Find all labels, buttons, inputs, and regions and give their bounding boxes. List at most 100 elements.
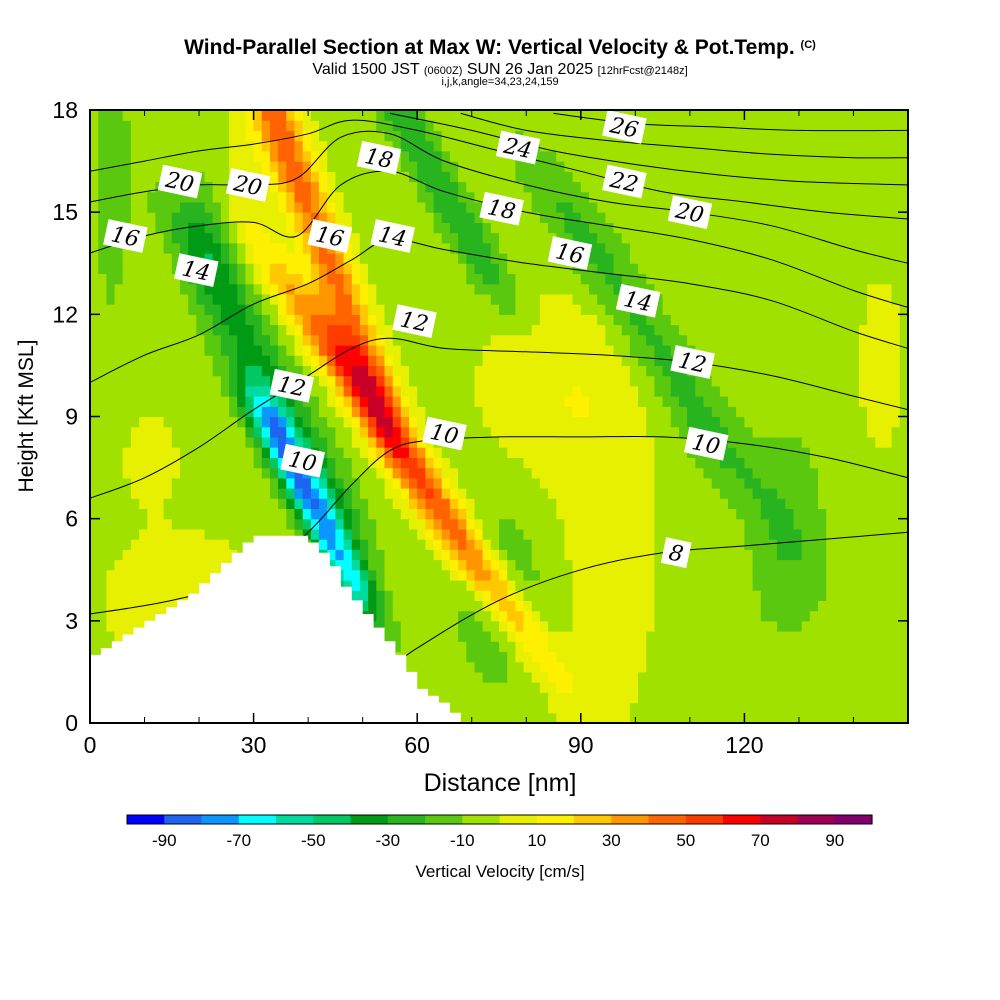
velocity-cell bbox=[98, 293, 107, 305]
velocity-cell bbox=[270, 263, 279, 274]
velocity-cell bbox=[237, 110, 246, 121]
velocity-cell bbox=[728, 242, 737, 254]
velocity-cell bbox=[171, 436, 181, 448]
velocity-cell bbox=[261, 242, 271, 254]
velocity-cell bbox=[294, 253, 304, 264]
velocity-cell bbox=[212, 314, 222, 326]
velocity-cell bbox=[278, 181, 287, 193]
velocity-cell bbox=[147, 110, 157, 121]
velocity-cell bbox=[245, 324, 255, 336]
velocity-cell bbox=[294, 508, 304, 520]
velocity-cell bbox=[466, 528, 476, 540]
velocity-cell bbox=[564, 682, 574, 693]
velocity-cell bbox=[613, 661, 623, 673]
velocity-cell bbox=[605, 712, 615, 723]
velocity-cell bbox=[400, 375, 410, 387]
velocity-cell bbox=[728, 385, 737, 397]
velocity-cell bbox=[597, 150, 606, 162]
velocity-cell bbox=[245, 120, 255, 131]
velocity-cell bbox=[597, 620, 606, 632]
velocity-cell bbox=[736, 375, 745, 387]
velocity-cell bbox=[629, 355, 639, 366]
velocity-cell bbox=[564, 467, 574, 479]
velocity-cell bbox=[180, 140, 189, 152]
velocity-cell bbox=[359, 436, 369, 448]
velocity-cell bbox=[384, 447, 394, 458]
velocity-cell bbox=[589, 355, 598, 366]
velocity-cell bbox=[376, 436, 386, 448]
velocity-cell bbox=[98, 569, 107, 581]
velocity-cell bbox=[621, 508, 631, 520]
velocity-cell bbox=[441, 253, 451, 264]
velocity-cell bbox=[171, 150, 181, 162]
velocity-cell bbox=[106, 355, 116, 366]
velocity-cell bbox=[359, 569, 369, 581]
velocity-cell bbox=[130, 467, 140, 479]
velocity-cell bbox=[572, 324, 582, 336]
velocity-cell bbox=[98, 620, 107, 632]
velocity-cell bbox=[629, 692, 639, 704]
velocity-cell bbox=[196, 355, 206, 366]
velocity-cell bbox=[196, 488, 206, 499]
velocity-cell bbox=[433, 580, 443, 591]
velocity-cell bbox=[572, 590, 582, 601]
velocity-cell bbox=[703, 253, 713, 264]
velocity-cell bbox=[400, 263, 410, 274]
velocity-cell bbox=[482, 161, 492, 172]
velocity-cell bbox=[319, 467, 328, 479]
velocity-cell bbox=[695, 712, 705, 723]
velocity-cell bbox=[466, 559, 476, 571]
velocity-cell bbox=[646, 181, 655, 193]
velocity-cell bbox=[768, 682, 778, 693]
velocity-cell bbox=[351, 559, 361, 571]
velocity-cell bbox=[196, 150, 206, 162]
velocity-cell bbox=[286, 161, 296, 172]
velocity-cell bbox=[139, 467, 148, 479]
velocity-cell bbox=[760, 314, 770, 326]
velocity-cell bbox=[245, 447, 255, 458]
velocity-cell bbox=[114, 467, 124, 479]
velocity-cell bbox=[90, 150, 99, 162]
velocity-cell bbox=[662, 569, 672, 581]
velocity-cell bbox=[384, 304, 394, 315]
velocity-cell bbox=[752, 171, 762, 183]
velocity-cell bbox=[752, 110, 762, 121]
velocity-cell bbox=[597, 631, 606, 642]
velocity-cell bbox=[392, 140, 402, 152]
velocity-cell bbox=[482, 671, 492, 683]
velocity-cell bbox=[548, 201, 557, 213]
velocity-cell bbox=[286, 324, 296, 336]
velocity-cell bbox=[180, 110, 189, 121]
velocity-cell bbox=[670, 130, 680, 142]
velocity-cell bbox=[229, 355, 238, 366]
velocity-cell bbox=[204, 396, 214, 407]
velocity-cell bbox=[646, 242, 655, 254]
velocity-cell bbox=[229, 426, 238, 438]
velocity-cell bbox=[728, 232, 737, 244]
velocity-cell bbox=[490, 396, 500, 407]
velocity-cell bbox=[327, 559, 336, 571]
velocity-cell bbox=[122, 477, 132, 489]
velocity-cell bbox=[163, 539, 173, 550]
velocity-cell bbox=[409, 120, 418, 131]
velocity-cell bbox=[220, 467, 230, 479]
velocity-cell bbox=[400, 590, 410, 601]
velocity-cell bbox=[482, 334, 492, 346]
velocity-cell bbox=[638, 518, 647, 530]
velocity-cell bbox=[752, 467, 762, 479]
velocity-cell bbox=[523, 334, 533, 346]
velocity-cell bbox=[180, 396, 189, 407]
velocity-cell bbox=[670, 467, 680, 479]
velocity-cell bbox=[90, 232, 99, 244]
velocity-cell bbox=[180, 569, 189, 581]
velocity-cell bbox=[98, 590, 107, 601]
velocity-cell bbox=[646, 600, 655, 612]
velocity-cell bbox=[180, 467, 189, 479]
velocity-cell bbox=[539, 304, 549, 315]
velocity-cell bbox=[351, 426, 361, 438]
velocity-cell bbox=[638, 498, 647, 509]
velocity-cell bbox=[466, 334, 476, 346]
velocity-cell bbox=[409, 263, 418, 274]
velocity-cell bbox=[466, 539, 476, 550]
velocity-cell bbox=[417, 365, 426, 377]
